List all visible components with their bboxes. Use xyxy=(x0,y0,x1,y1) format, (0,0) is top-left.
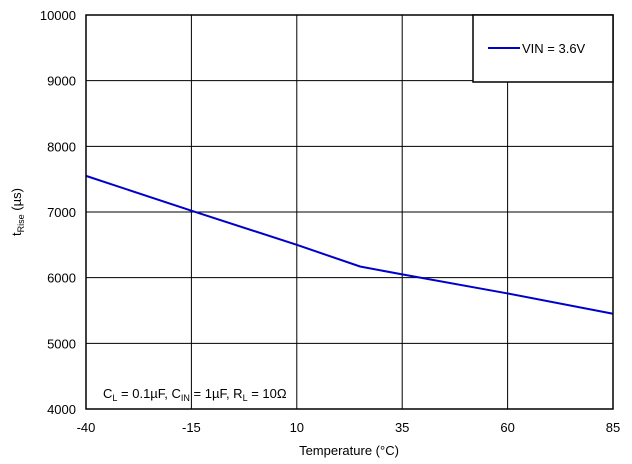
y-axis-label-sub: Rise xyxy=(16,214,26,232)
annotation-subscript: L xyxy=(112,393,117,403)
y-tick-label: 8000 xyxy=(47,139,76,154)
y-tick-label: 10000 xyxy=(40,8,76,23)
legend-label: VIN = 3.6V xyxy=(522,41,586,56)
annotation-text: = 10Ω xyxy=(248,386,287,401)
annotation-subscript: IN xyxy=(181,393,190,403)
x-tick-label: -15 xyxy=(182,420,201,435)
series-line xyxy=(85,174,614,315)
x-tick-label: 60 xyxy=(500,420,514,435)
x-tick-label: 85 xyxy=(606,420,620,435)
annotation-text: = 1µF, R xyxy=(190,386,243,401)
x-tick-label: 10 xyxy=(290,420,304,435)
y-axis-label: tRise (µs) xyxy=(9,188,26,236)
legend: VIN = 3.6V xyxy=(472,14,614,83)
annotation-text: = 0.1µF, C xyxy=(117,386,181,401)
series-layer xyxy=(85,174,614,315)
x-tick-labels: -40 -15 10 35 60 85 xyxy=(77,420,621,435)
y-axis-label-unit: (µs) xyxy=(9,188,24,214)
annotation-text: C xyxy=(103,386,112,401)
conditions-annotation: CL = 0.1µF, CIN = 1µF, RL = 10Ω xyxy=(103,386,287,403)
y-tick-label: 6000 xyxy=(47,271,76,286)
plot-frame xyxy=(85,14,614,410)
x-tick-label: -40 xyxy=(77,420,96,435)
x-tick-label: 35 xyxy=(395,420,409,435)
y-tick-label: 4000 xyxy=(47,402,76,417)
y-axis-label-main: t xyxy=(9,232,24,236)
y-tick-label: 7000 xyxy=(47,205,76,220)
y-tick-label: 5000 xyxy=(47,336,76,351)
annotation-subscript: L xyxy=(243,393,248,403)
y-tick-labels: 4000 5000 6000 7000 8000 9000 10000 xyxy=(40,8,76,417)
y-tick-label: 9000 xyxy=(47,74,76,89)
x-axis-label: Temperature (°C) xyxy=(299,443,399,458)
